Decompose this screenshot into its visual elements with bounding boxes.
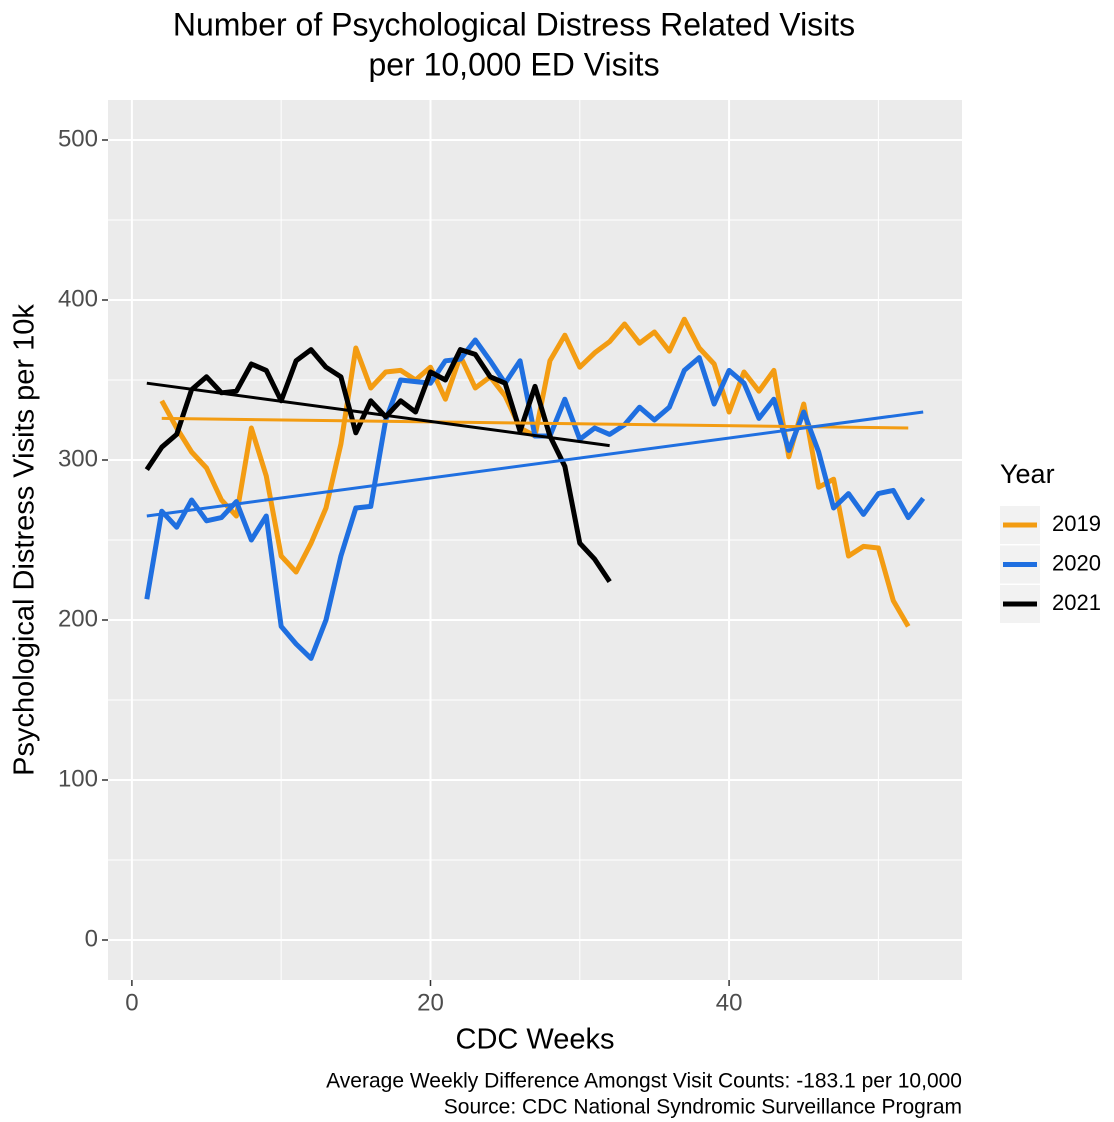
x-tick-label: 40 <box>716 989 743 1016</box>
legend-label: 2020 <box>1052 550 1101 575</box>
x-tick-label: 0 <box>125 989 138 1016</box>
caption: Average Weekly Difference Amongst Visit … <box>326 1070 962 1093</box>
y-tick-label: 300 <box>58 445 98 472</box>
trend-line <box>161 416 909 430</box>
caption: Source: CDC National Syndromic Surveilla… <box>444 1096 962 1119</box>
trend-line <box>146 381 610 448</box>
y-tick-label: 100 <box>58 765 98 792</box>
trend-line <box>146 410 924 518</box>
x-tick-label: 20 <box>417 989 444 1016</box>
legend-title: Year <box>1000 459 1055 489</box>
y-tick-label: 200 <box>58 605 98 632</box>
x-axis-title: CDC Weeks <box>456 1024 615 1056</box>
legend-label: 2019 <box>1052 511 1101 536</box>
y-tick-label: 500 <box>58 125 98 152</box>
y-tick-label: 400 <box>58 285 98 312</box>
chart-title: per 10,000 ED Visits <box>368 46 659 82</box>
chart-title: Number of Psychological Distress Related… <box>173 6 855 42</box>
legend-label: 2021 <box>1052 590 1101 615</box>
y-axis-title: Psychological Distress Visits per 10k <box>9 304 41 776</box>
y-tick-label: 0 <box>85 925 98 952</box>
